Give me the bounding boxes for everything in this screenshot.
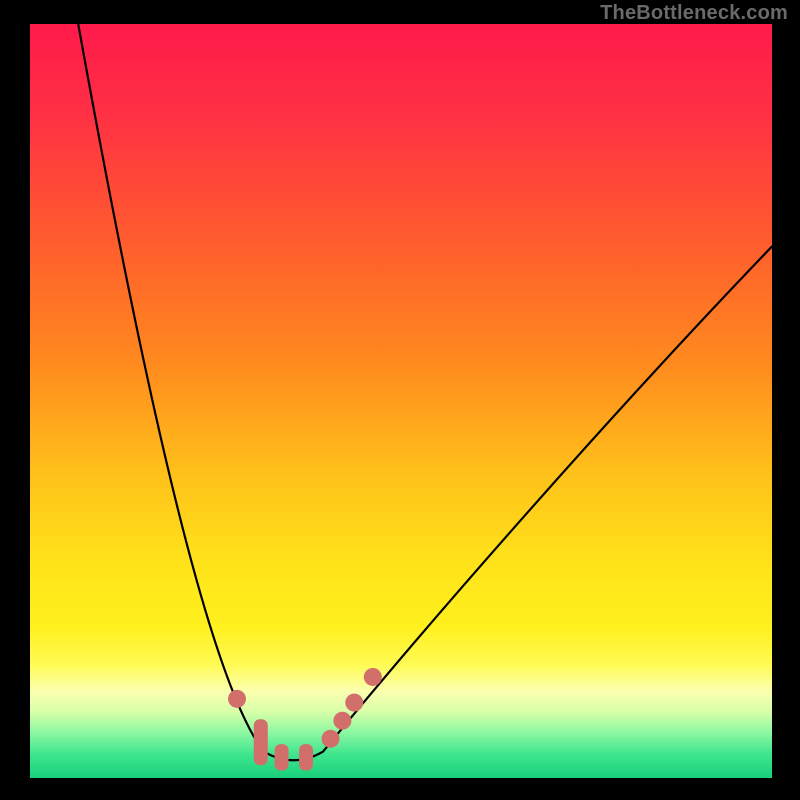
- gradient-background: [30, 24, 772, 778]
- data-point-bar: [275, 744, 289, 770]
- data-point-bar: [299, 744, 313, 770]
- data-point-dot: [322, 730, 340, 748]
- chart-svg: [30, 24, 772, 778]
- data-point-dot: [228, 690, 246, 708]
- plot-area: [30, 24, 772, 778]
- data-point-dot: [333, 712, 351, 730]
- data-point-dot: [345, 694, 363, 712]
- data-point-bar: [254, 719, 268, 765]
- data-point-dot: [364, 668, 382, 686]
- watermark-text: TheBottleneck.com: [600, 2, 788, 25]
- chart-frame: TheBottleneck.com: [0, 0, 800, 800]
